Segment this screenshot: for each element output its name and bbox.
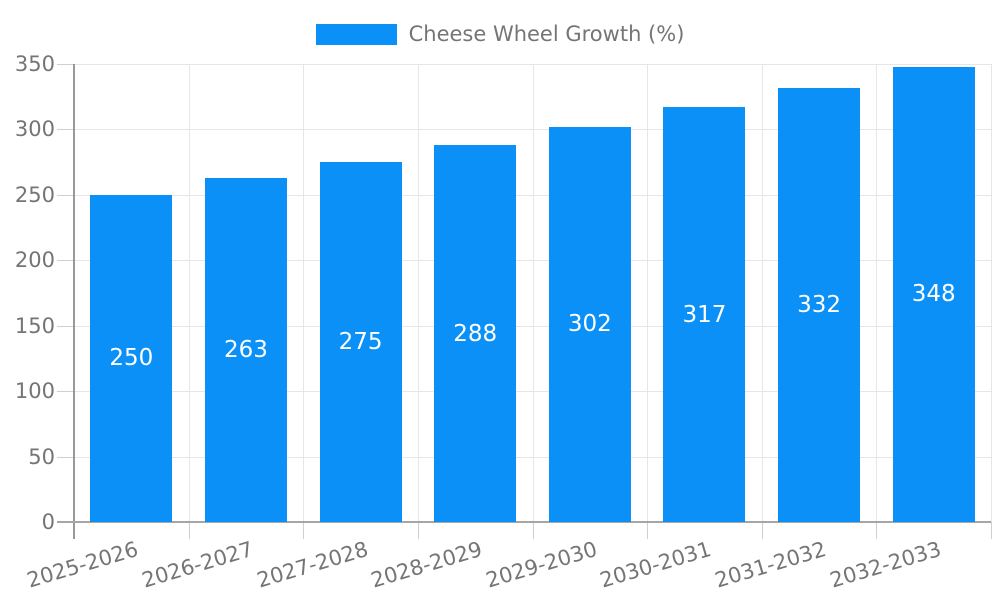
x-gridline <box>303 64 305 522</box>
bar-value-label: 275 <box>338 329 383 356</box>
y-axis-line <box>73 64 75 539</box>
legend[interactable]: Cheese Wheel Growth (%) <box>0 22 1000 46</box>
x-axis-tick <box>761 522 763 539</box>
y-tick-label: 50 <box>28 444 55 469</box>
y-tick-label: 150 <box>14 313 55 338</box>
x-gridline <box>188 64 190 522</box>
x-axis-tick <box>876 522 878 539</box>
legend-label: Cheese Wheel Growth (%) <box>408 22 685 46</box>
x-gridline <box>532 64 534 522</box>
legend-swatch <box>315 23 397 45</box>
bar[interactable] <box>548 126 631 522</box>
bar[interactable] <box>204 177 287 522</box>
x-axis-tick <box>303 522 305 539</box>
x-gridline <box>417 64 419 522</box>
x-axis-line <box>57 521 991 523</box>
y-tick-label: 0 <box>41 510 55 534</box>
y-tick-label: 100 <box>14 379 55 404</box>
bar-value-label: 348 <box>911 281 956 308</box>
bar-value-label: 263 <box>223 336 268 363</box>
x-axis-tick <box>188 522 190 539</box>
bar[interactable] <box>892 66 975 522</box>
x-gridline <box>876 64 878 522</box>
bar[interactable] <box>90 194 173 522</box>
bar-value-label: 332 <box>797 291 842 318</box>
bar-value-label: 317 <box>682 301 727 328</box>
bar-value-label: 288 <box>453 320 498 347</box>
y-tick-label: 200 <box>14 248 55 273</box>
y-tick-label: 300 <box>14 117 55 142</box>
bar-value-label: 302 <box>567 311 612 338</box>
y-axis-tick <box>57 391 74 393</box>
y-axis-tick <box>57 260 74 262</box>
y-axis-tick <box>57 456 74 458</box>
y-axis-tick <box>57 194 74 196</box>
y-axis-tick <box>57 325 74 327</box>
x-axis-tick <box>417 522 419 539</box>
x-axis-tick <box>647 522 649 539</box>
bar[interactable] <box>663 107 746 522</box>
x-gridline <box>761 64 763 522</box>
y-axis-tick <box>57 129 74 131</box>
bar-value-label: 250 <box>109 345 154 372</box>
y-tick-label: 350 <box>14 52 55 76</box>
bar[interactable] <box>319 162 402 522</box>
bar[interactable] <box>434 145 517 522</box>
bar[interactable] <box>778 87 861 522</box>
x-gridline <box>647 64 649 522</box>
x-gridline <box>991 64 992 522</box>
x-axis-tick <box>991 522 992 539</box>
x-axis-tick <box>532 522 534 539</box>
y-axis-tick <box>57 64 74 65</box>
y-tick-label: 250 <box>14 182 55 207</box>
